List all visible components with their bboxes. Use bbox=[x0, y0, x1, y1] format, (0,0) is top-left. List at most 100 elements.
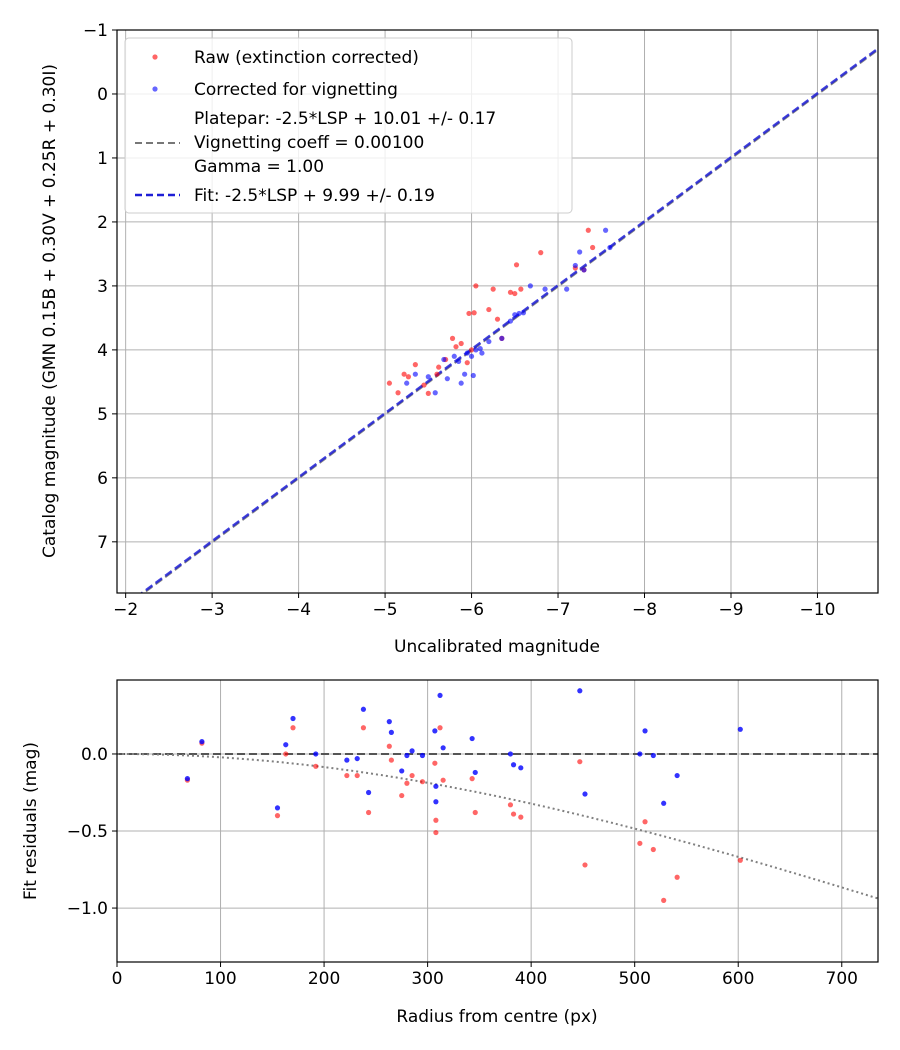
top-y-tick-label: 2 bbox=[97, 213, 108, 233]
raw-residual-point bbox=[274, 813, 281, 819]
corrected-residual-point bbox=[433, 783, 439, 789]
raw-residual-point bbox=[650, 846, 656, 853]
raw-point bbox=[395, 390, 401, 396]
raw-point bbox=[421, 382, 427, 388]
top-x-tick-label: −8 bbox=[632, 600, 657, 620]
raw-point bbox=[513, 262, 520, 268]
corrected-residual-point bbox=[469, 735, 475, 742]
bottom-x-tick-label: 100 bbox=[204, 969, 236, 989]
raw-residual-point bbox=[510, 811, 517, 817]
corrected-point bbox=[432, 390, 438, 396]
corrected-residual-point bbox=[507, 751, 514, 757]
corrected-point bbox=[507, 318, 514, 324]
raw-residual-point bbox=[313, 763, 319, 769]
raw-point bbox=[401, 371, 407, 377]
corrected-residual-point bbox=[737, 726, 743, 732]
corrected-residual-point bbox=[313, 751, 319, 757]
raw-residual-point bbox=[518, 814, 524, 820]
raw-residual-point bbox=[344, 772, 350, 779]
raw-point bbox=[412, 362, 418, 368]
raw-residual-point bbox=[582, 862, 588, 868]
corrected-residual-point bbox=[360, 706, 367, 712]
corrected-residual-point bbox=[577, 688, 583, 694]
corrected-residual-point bbox=[283, 742, 289, 748]
corrected-residual-point bbox=[510, 762, 517, 768]
top-x-tick-label: −9 bbox=[718, 600, 743, 620]
corrected-residual-point bbox=[344, 757, 350, 763]
corrected-point bbox=[425, 374, 431, 380]
vignetting-curve bbox=[117, 753, 879, 900]
corrected-residual-point bbox=[582, 791, 588, 797]
corrected-point bbox=[479, 350, 485, 356]
corrected-residual-point bbox=[290, 715, 296, 722]
top-y-tick-label: 6 bbox=[97, 469, 108, 489]
raw-point bbox=[464, 360, 470, 366]
bottom-grid bbox=[116, 680, 878, 962]
raw-residual-point bbox=[661, 897, 667, 903]
legend-platepar-label-1: Platepar: -2.5*LSP + 10.01 +/- 0.17 bbox=[194, 109, 496, 129]
corrected-point bbox=[520, 310, 527, 316]
corrected-residual-point bbox=[386, 719, 392, 725]
corrected-point bbox=[458, 380, 464, 386]
bottom-y-tick-label: −0.5 bbox=[67, 822, 108, 842]
top-scatter-points bbox=[386, 227, 613, 396]
raw-residual-point bbox=[399, 792, 405, 799]
bottom-y-tick-label: −1.0 bbox=[67, 899, 108, 919]
raw-residual-point bbox=[283, 751, 289, 757]
legend-corrected-label: Corrected for vignetting bbox=[194, 80, 398, 100]
corrected-point bbox=[464, 350, 470, 356]
raw-residual-point bbox=[386, 743, 392, 749]
bottom-x-tick-label: 200 bbox=[308, 969, 340, 989]
raw-point bbox=[468, 347, 475, 353]
bottom-x-tick-label: 400 bbox=[515, 969, 547, 989]
legend-fit-label: Fit: -2.5*LSP + 9.99 +/- 0.19 bbox=[194, 186, 435, 206]
raw-residual-point bbox=[432, 760, 438, 766]
corrected-point bbox=[404, 380, 410, 386]
corrected-point bbox=[486, 338, 492, 345]
raw-point bbox=[449, 335, 456, 341]
top-x-tick-label: −10 bbox=[800, 600, 836, 620]
raw-residual-point bbox=[469, 776, 475, 782]
top-x-tick-label: −4 bbox=[286, 600, 311, 620]
raw-point bbox=[436, 364, 442, 370]
corrected-residual-point bbox=[419, 752, 426, 759]
raw-residual-point bbox=[404, 780, 410, 786]
raw-residual-point bbox=[290, 725, 296, 731]
bottom-x-tick-label: 0 bbox=[112, 969, 123, 989]
raw-residual-point bbox=[365, 809, 372, 816]
raw-residual-point bbox=[354, 772, 360, 779]
corrected-residual-point bbox=[404, 752, 410, 759]
bottom-plot-frame bbox=[116, 679, 879, 963]
raw-residual-point bbox=[737, 857, 743, 863]
top-y-tick-label: −1 bbox=[83, 21, 108, 41]
corrected-point bbox=[444, 376, 450, 382]
legend-raw-label: Raw (extinction corrected) bbox=[194, 48, 419, 68]
raw-point bbox=[486, 306, 492, 313]
corrected-point bbox=[499, 335, 505, 341]
legend-platepar-label-2: Vignetting coeff = 0.00100 bbox=[194, 133, 424, 153]
raw-point bbox=[512, 290, 518, 297]
bottom-x-tick-label: 600 bbox=[722, 969, 754, 989]
raw-residual-point bbox=[433, 829, 439, 836]
bottom-axis-ticks: 0 100 200 300 400 500 600 700 0.0 −0.5 −1.0 bbox=[67, 745, 858, 989]
top-x-tick-label: −5 bbox=[373, 600, 398, 620]
top-fit-lines bbox=[139, 47, 878, 593]
legend-raw-marker bbox=[152, 54, 158, 60]
bottom-y-tick-label: 0.0 bbox=[81, 745, 108, 765]
corrected-residual-point bbox=[184, 776, 191, 782]
corrected-residual-point bbox=[433, 799, 439, 805]
raw-point bbox=[490, 286, 496, 292]
raw-residual-point bbox=[388, 757, 394, 763]
corrected-residual-point bbox=[274, 805, 281, 811]
top-y-tick-label: 1 bbox=[97, 149, 108, 169]
corrected-residual-point bbox=[674, 772, 680, 779]
raw-point bbox=[585, 227, 591, 233]
raw-residual-point bbox=[440, 777, 446, 783]
bottom-reference-lines bbox=[117, 752, 879, 900]
corrected-point bbox=[477, 346, 483, 352]
raw-point bbox=[473, 283, 479, 289]
raw-point bbox=[538, 250, 544, 256]
corrected-point bbox=[441, 356, 447, 363]
raw-point bbox=[494, 316, 501, 322]
bottom-y-axis-label: Fit residuals (mag) bbox=[21, 742, 41, 900]
